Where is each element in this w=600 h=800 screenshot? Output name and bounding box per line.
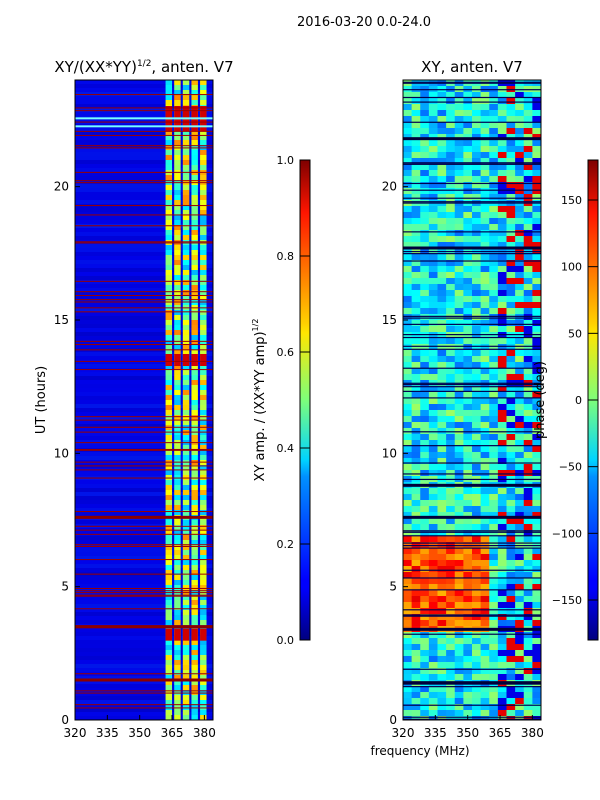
right-colorbar-tick-label: 0: [575, 394, 582, 407]
left-colorbar-tick-label: 0.0: [277, 634, 295, 647]
left-ytick-label: 10: [54, 446, 69, 460]
left-plot-frame: [74, 79, 214, 721]
left-colorbar-tick-label: 0.2: [277, 538, 295, 551]
right-colorbar-tick-label: −50: [559, 461, 582, 474]
right-colorbar-label: phase (deg): [533, 361, 548, 439]
right-ytick-label: 10: [382, 446, 397, 460]
right-plot-title: XY, anten. V7: [421, 58, 523, 76]
left-ytick-label: 15: [54, 313, 69, 327]
right-xtick-label: 365: [489, 726, 512, 740]
right-xtick-label: 320: [392, 726, 415, 740]
left-xtick-label: 350: [128, 726, 151, 740]
right-colorbar-tick-label: −150: [552, 594, 582, 607]
left-xtick-label: 320: [64, 726, 87, 740]
left-ytick-label: 20: [54, 180, 69, 194]
right-plot-frame: [402, 79, 542, 721]
right-colorbar-tick-label: 150: [561, 194, 582, 207]
right-xtick-label: 335: [424, 726, 447, 740]
right-xtick-label: 380: [521, 726, 544, 740]
left-xtick-label: 335: [96, 726, 119, 740]
left-colorbar-tick-label: 0.6: [277, 346, 295, 359]
right-heatmap: [403, 80, 541, 720]
right-ytick-label: 20: [382, 180, 397, 194]
right-colorbar-tick-label: 100: [561, 261, 582, 274]
left-xtick-label: 365: [161, 726, 184, 740]
right-ytick-label: 5: [389, 580, 397, 594]
left-colorbar: [299, 159, 311, 641]
right-ytick-label: 15: [382, 313, 397, 327]
figure-xlabel: frequency (MHz): [370, 744, 469, 758]
left-heatmap: [75, 80, 213, 720]
left-plot-title: XY/(XX*YY)1/2, anten. V7: [54, 58, 233, 76]
left-colorbar-tick-label: 0.4: [277, 442, 295, 455]
left-ytick-label: 0: [61, 713, 69, 727]
right-xtick-label: 350: [456, 726, 479, 740]
right-colorbar-tick-label: −100: [552, 527, 582, 540]
right-ytick-label: 0: [389, 713, 397, 727]
left-ytick-label: 5: [61, 580, 69, 594]
right-colorbar-tick-label: 50: [568, 327, 582, 340]
left-ylabel: UT (hours): [34, 366, 49, 434]
left-xtick-label: 380: [193, 726, 216, 740]
left-colorbar-label: XY amp. / (XX*YY amp)1/2: [251, 319, 268, 482]
figure-suptitle: 2016-03-20 0.0-24.0: [297, 15, 431, 30]
left-colorbar-tick-label: 0.8: [277, 250, 295, 263]
left-colorbar-tick-label: 1.0: [277, 154, 295, 167]
